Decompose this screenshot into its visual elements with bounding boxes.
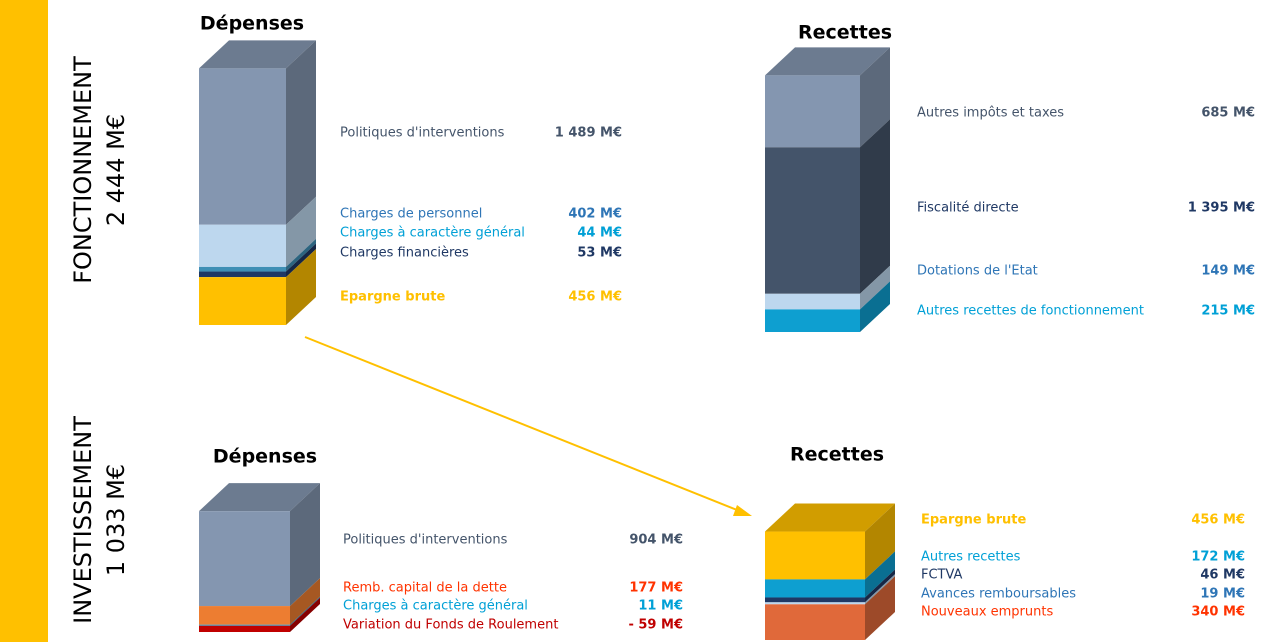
item-value: 215 M€ bbox=[1201, 304, 1255, 319]
item-value: - 59 M€ bbox=[628, 618, 683, 633]
bar-segment bbox=[199, 266, 286, 272]
block-title: Recettes bbox=[798, 22, 892, 44]
item-value: 53 M€ bbox=[577, 246, 622, 261]
bar-segment bbox=[765, 75, 860, 148]
section-total: 1 033 M€ bbox=[102, 464, 130, 576]
item-label: FCTVA bbox=[921, 568, 963, 583]
item-value: 685 M€ bbox=[1201, 106, 1255, 121]
item-label: Avances remboursables bbox=[921, 587, 1076, 602]
bar-segment-side bbox=[860, 47, 890, 148]
item-value: 340 M€ bbox=[1191, 605, 1245, 620]
bar-segment bbox=[199, 624, 290, 626]
bar-segment-side bbox=[865, 551, 895, 598]
bar-segment-side bbox=[865, 503, 895, 580]
item-label: Autres impôts et taxes bbox=[917, 106, 1064, 121]
section-total: 2 444 M€ bbox=[102, 114, 130, 226]
bar-segment-side bbox=[286, 238, 316, 272]
item-label: Politiques d'interventions bbox=[340, 126, 505, 141]
item-value: 44 M€ bbox=[577, 226, 622, 241]
item-value: 1 395 M€ bbox=[1188, 201, 1255, 216]
item-label: Autres recettes de fonctionnement bbox=[917, 304, 1144, 319]
item-label: Charges à caractère général bbox=[340, 226, 525, 241]
item-label: Fiscalité directe bbox=[917, 201, 1019, 216]
bar-segment-side bbox=[290, 483, 320, 607]
bar-top bbox=[765, 47, 890, 76]
bar-segment bbox=[765, 604, 865, 640]
bar-segment bbox=[199, 68, 286, 225]
bar-segment-side bbox=[860, 265, 890, 310]
block-title: Dépenses bbox=[213, 446, 317, 468]
item-label: Dotations de l'Etat bbox=[917, 264, 1038, 279]
bar-segment-side bbox=[290, 596, 320, 626]
item-label: Autres recettes bbox=[921, 550, 1021, 565]
item-value: 19 M€ bbox=[1200, 587, 1245, 602]
bar-segment bbox=[765, 579, 865, 598]
bar-top bbox=[765, 503, 895, 532]
bar-segment bbox=[765, 147, 860, 294]
bar-segment-side bbox=[865, 574, 895, 605]
item-value: 904 M€ bbox=[629, 533, 683, 548]
bar-segment-side bbox=[860, 119, 890, 294]
side-band bbox=[0, 0, 48, 642]
item-value: 177 M€ bbox=[629, 581, 683, 596]
item-value: 11 M€ bbox=[638, 599, 683, 614]
block-title: Dépenses bbox=[200, 13, 304, 35]
item-label: Politiques d'interventions bbox=[343, 533, 508, 548]
item-value: 456 M€ bbox=[568, 290, 622, 305]
bar-segment bbox=[765, 293, 860, 310]
section-title: INVESTISSEMENT bbox=[69, 416, 97, 624]
bar-segment-side bbox=[865, 569, 895, 603]
bar-segment-side bbox=[290, 597, 320, 632]
bar-segment-side bbox=[286, 40, 316, 225]
bar-segment bbox=[199, 511, 290, 607]
bar-segment bbox=[765, 309, 860, 332]
item-value: 456 M€ bbox=[1191, 513, 1245, 528]
bar-segment bbox=[199, 625, 290, 632]
section-title: FONCTIONNEMENT bbox=[69, 56, 97, 284]
bar-segment bbox=[199, 277, 286, 325]
item-label: Epargne brute bbox=[921, 513, 1026, 528]
bar-segment-side bbox=[286, 249, 316, 325]
bar-segment-side bbox=[286, 243, 316, 278]
item-value: 402 M€ bbox=[568, 207, 622, 222]
arrow-head bbox=[733, 505, 752, 516]
item-label: Variation du Fonds de Roulement bbox=[343, 618, 558, 633]
item-label: Charges à caractère général bbox=[343, 599, 528, 614]
item-value: 172 M€ bbox=[1191, 550, 1245, 565]
bar-segment-side bbox=[286, 196, 316, 267]
item-label: Epargne brute bbox=[340, 290, 445, 305]
bar-segment-side bbox=[290, 578, 320, 625]
bar-segment bbox=[199, 606, 290, 625]
bar-segment-side bbox=[865, 576, 895, 640]
item-value: 1 489 M€ bbox=[555, 126, 622, 141]
item-label: Charges de personnel bbox=[340, 207, 482, 222]
block-title: Recettes bbox=[790, 444, 884, 466]
bar-top bbox=[199, 483, 320, 512]
item-label: Nouveaux emprunts bbox=[921, 605, 1053, 620]
item-value: 46 M€ bbox=[1200, 568, 1245, 583]
bar-segment bbox=[765, 531, 865, 580]
bar-segment-side bbox=[860, 281, 890, 332]
item-label: Remb. capital de la dette bbox=[343, 581, 507, 596]
bar-segment bbox=[199, 224, 286, 267]
item-value: 149 M€ bbox=[1201, 264, 1255, 279]
bar-top bbox=[199, 40, 316, 69]
bar-segment bbox=[765, 602, 865, 605]
item-label: Charges financières bbox=[340, 246, 469, 261]
bar-segment bbox=[765, 597, 865, 603]
bar-segment bbox=[199, 271, 286, 278]
flow-arrow bbox=[304, 336, 743, 513]
